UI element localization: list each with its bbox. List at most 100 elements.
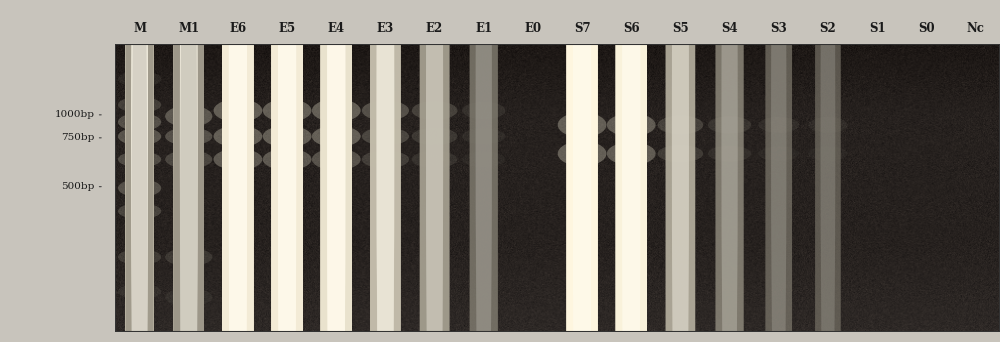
Ellipse shape [327, 0, 345, 342]
Ellipse shape [165, 248, 212, 266]
Ellipse shape [462, 102, 505, 119]
Ellipse shape [771, 0, 786, 342]
Ellipse shape [229, 0, 247, 342]
Ellipse shape [278, 0, 296, 342]
Ellipse shape [131, 0, 148, 342]
Ellipse shape [622, 0, 640, 342]
FancyBboxPatch shape [126, 0, 154, 342]
FancyBboxPatch shape [370, 0, 401, 342]
FancyBboxPatch shape [616, 0, 647, 342]
Ellipse shape [263, 126, 311, 147]
Text: E0: E0 [524, 22, 541, 36]
Ellipse shape [377, 0, 394, 342]
Ellipse shape [131, 0, 148, 342]
FancyBboxPatch shape [666, 0, 695, 342]
FancyBboxPatch shape [716, 0, 744, 342]
Ellipse shape [476, 0, 492, 342]
FancyBboxPatch shape [173, 0, 204, 342]
FancyBboxPatch shape [616, 0, 647, 342]
Ellipse shape [426, 0, 443, 342]
Ellipse shape [721, 0, 738, 342]
Ellipse shape [118, 203, 161, 219]
Ellipse shape [131, 0, 148, 342]
FancyBboxPatch shape [370, 0, 401, 342]
FancyBboxPatch shape [566, 0, 598, 342]
Ellipse shape [573, 0, 591, 342]
Text: E5: E5 [279, 22, 296, 36]
Ellipse shape [426, 0, 443, 342]
Text: 750bp: 750bp [61, 133, 94, 142]
Text: E4: E4 [328, 22, 345, 36]
Ellipse shape [658, 145, 703, 162]
FancyBboxPatch shape [666, 0, 695, 342]
Ellipse shape [808, 117, 848, 133]
Ellipse shape [462, 129, 505, 144]
Text: 1000bp: 1000bp [54, 110, 94, 119]
FancyBboxPatch shape [470, 0, 498, 342]
FancyBboxPatch shape [126, 0, 154, 342]
FancyBboxPatch shape [716, 0, 744, 342]
FancyBboxPatch shape [173, 0, 204, 342]
Ellipse shape [362, 128, 409, 145]
Ellipse shape [758, 117, 799, 133]
Bar [115, 44, 1000, 332]
Ellipse shape [412, 151, 457, 168]
Ellipse shape [180, 0, 198, 342]
FancyBboxPatch shape [271, 0, 303, 342]
Ellipse shape [131, 0, 148, 342]
FancyBboxPatch shape [815, 0, 841, 342]
Text: 500bp: 500bp [61, 182, 94, 191]
Text: S4: S4 [721, 22, 738, 36]
Ellipse shape [821, 0, 835, 342]
Ellipse shape [214, 99, 262, 122]
Ellipse shape [362, 150, 409, 168]
FancyBboxPatch shape [420, 0, 449, 342]
FancyBboxPatch shape [321, 0, 352, 342]
Text: S7: S7 [574, 22, 590, 36]
Ellipse shape [180, 0, 198, 342]
Ellipse shape [165, 288, 212, 306]
Ellipse shape [622, 0, 640, 342]
FancyBboxPatch shape [470, 0, 498, 342]
FancyBboxPatch shape [222, 0, 254, 342]
Ellipse shape [312, 99, 361, 122]
FancyBboxPatch shape [222, 0, 254, 342]
Ellipse shape [327, 0, 345, 342]
FancyBboxPatch shape [126, 0, 154, 342]
Ellipse shape [771, 0, 786, 342]
FancyBboxPatch shape [271, 0, 303, 342]
FancyBboxPatch shape [321, 0, 352, 342]
Ellipse shape [131, 0, 148, 342]
Ellipse shape [377, 0, 394, 342]
FancyBboxPatch shape [173, 0, 204, 342]
Ellipse shape [214, 126, 262, 147]
Ellipse shape [180, 0, 198, 342]
Ellipse shape [263, 148, 311, 170]
Ellipse shape [180, 0, 198, 342]
Ellipse shape [412, 101, 457, 120]
Ellipse shape [672, 0, 689, 342]
FancyBboxPatch shape [575, 119, 589, 211]
Text: E3: E3 [377, 22, 394, 36]
Ellipse shape [118, 284, 161, 300]
Ellipse shape [708, 146, 751, 161]
Ellipse shape [118, 128, 161, 145]
Text: S3: S3 [770, 22, 787, 36]
FancyBboxPatch shape [321, 0, 352, 342]
Ellipse shape [476, 0, 492, 342]
Ellipse shape [558, 112, 606, 137]
FancyBboxPatch shape [420, 0, 449, 342]
Ellipse shape [708, 116, 751, 133]
Ellipse shape [278, 0, 296, 342]
Ellipse shape [607, 114, 656, 136]
Ellipse shape [377, 0, 394, 342]
FancyBboxPatch shape [815, 0, 841, 342]
Ellipse shape [312, 148, 361, 170]
FancyBboxPatch shape [126, 0, 154, 342]
Ellipse shape [721, 0, 738, 342]
Ellipse shape [118, 97, 161, 113]
FancyBboxPatch shape [126, 0, 154, 342]
Text: E6: E6 [229, 22, 246, 36]
FancyBboxPatch shape [420, 0, 449, 342]
Ellipse shape [165, 128, 212, 145]
